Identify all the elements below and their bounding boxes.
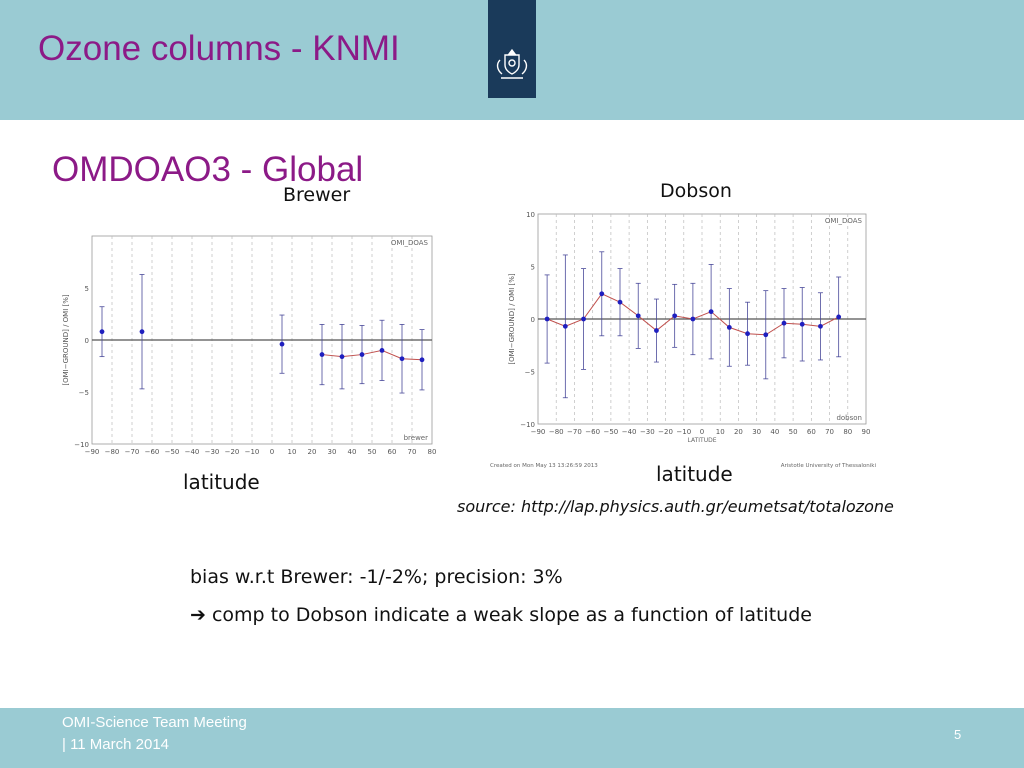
x-tick-label: −30 (205, 448, 220, 456)
x-tick-label: 90 (862, 428, 871, 436)
data-point (745, 331, 750, 337)
slide-title: Ozone columns - KNMI (38, 29, 400, 68)
x-tick-label: 0 (270, 448, 274, 456)
legend-label: OMI_DOAS (825, 217, 863, 225)
chart-footer-left: Created on Mon May 13 13:26:59 2013 (490, 463, 598, 469)
y-axis-label: [OMI−GROUND] / OMI [%] (62, 294, 70, 386)
data-point (708, 309, 714, 315)
data-point (419, 357, 425, 363)
y-tick-label: −10 (74, 441, 89, 449)
y-tick-label: −10 (520, 421, 535, 429)
x-tick-label: 30 (328, 448, 337, 456)
data-point (599, 291, 605, 297)
annotation-label: brewer (404, 434, 429, 442)
data-point (726, 325, 732, 330)
footer-meeting: OMI-Science Team Meeting (62, 714, 247, 731)
y-tick-label: 0 (85, 337, 89, 345)
dobson-chart-title: Dobson (660, 180, 732, 202)
y-tick-label: 5 (85, 285, 89, 293)
data-point (781, 320, 787, 326)
data-point (763, 332, 769, 338)
legend-label: OMI_DOAS (391, 239, 429, 247)
y-axis-label: [OMI−GROUND] / OMI [%] (508, 273, 516, 365)
footer-date: | 11 March 2014 (62, 736, 170, 753)
data-point (799, 321, 805, 327)
data-point (319, 352, 325, 357)
x-tick-label: 60 (388, 448, 397, 456)
bullet-bias: bias w.r.t Brewer: -1/-2%; precision: 3% (190, 566, 563, 588)
x-tick-label: 70 (825, 428, 834, 436)
y-tick-label: −5 (525, 369, 535, 377)
data-point (139, 329, 145, 335)
data-point (279, 341, 285, 347)
data-point (359, 352, 365, 357)
x-tick-label: 20 (308, 448, 317, 456)
x-tick-label: −40 (622, 428, 637, 436)
y-tick-label: −5 (79, 389, 89, 397)
data-point (379, 348, 385, 353)
x-tick-label: −20 (225, 448, 240, 456)
page-number: 5 (954, 727, 962, 742)
x-tick-label: 70 (408, 448, 417, 456)
logo-badge (488, 0, 536, 98)
data-point (99, 329, 105, 335)
x-tick-label: −30 (640, 428, 655, 436)
x-tick-label: −70 (567, 428, 582, 436)
data-point (399, 356, 405, 362)
x-tick-label: −90 (85, 448, 100, 456)
brewer-xaxis-label: latitude (183, 470, 260, 494)
data-point (617, 299, 623, 305)
x-tick-label: 80 (843, 428, 852, 436)
brewer-chart: −90 −80 −70 −60 −50 −40 −30 −20 −10 0 10 20 30 40 50 60… (62, 235, 437, 456)
brewer-chart-title: Brewer (283, 184, 351, 206)
x-tick-label: 60 (807, 428, 816, 436)
chart-footer-right: Aristotle University of Thessaloniki (781, 463, 877, 469)
x-tick-label: 0 (700, 428, 704, 436)
data-point (544, 316, 550, 322)
x-tick-label: −60 (145, 448, 160, 456)
source-note: source: http://lap.physics.auth.gr/eumet… (457, 497, 894, 516)
x-tick-label: −50 (165, 448, 180, 456)
x-tick-label: 80 (428, 448, 437, 456)
dobson-chart: −90 −80 −70 −60 −50 −40 −30 −20 −10 0 10 20 30 40 50 60… (490, 211, 877, 469)
data-point (581, 316, 586, 322)
x-tick-label: −20 (658, 428, 673, 436)
dobson-xaxis-label: latitude (656, 462, 733, 486)
x-tick-label: 50 (789, 428, 798, 436)
x-tick-label: −50 (603, 428, 618, 436)
x-tick-label: −90 (531, 428, 546, 436)
y-tick-label: 0 (531, 316, 535, 324)
x-tick-label: −70 (125, 448, 140, 456)
x-tick-label: −60 (585, 428, 600, 436)
x-tick-label: −40 (185, 448, 200, 456)
data-point (836, 314, 842, 320)
x-tick-label: 40 (770, 428, 779, 436)
x-tick-label: −80 (549, 428, 564, 436)
data-point (562, 323, 568, 329)
footer-band (0, 708, 1024, 768)
annotation-label: dobson (836, 414, 862, 422)
data-point (818, 323, 823, 329)
y-tick-label: 5 (531, 264, 535, 272)
slide-subtitle: OMDOAO3 - Global (52, 150, 364, 189)
data-point (654, 328, 659, 333)
bullet-slope: ➔ comp to Dobson indicate a weak slope a… (190, 604, 812, 626)
data-point (339, 354, 345, 360)
x-tick-label: 20 (734, 428, 743, 436)
x-tick-label: 10 (716, 428, 725, 436)
x-tick-label: −80 (105, 448, 120, 456)
royal-coat-of-arms-icon (496, 48, 528, 79)
x-tick-label: −10 (676, 428, 691, 436)
x-tick-label: −10 (245, 448, 260, 456)
x-tick-label: 30 (752, 428, 761, 436)
data-point (690, 316, 696, 322)
x-tick-label: 40 (348, 448, 357, 456)
data-point (672, 313, 678, 319)
x-axis-caption: LATITUDE (687, 437, 716, 444)
data-point (635, 313, 641, 319)
y-tick-label: 10 (526, 211, 535, 219)
x-tick-label: 10 (288, 448, 297, 456)
series-line (321, 349, 423, 361)
x-tick-label: 50 (368, 448, 377, 456)
